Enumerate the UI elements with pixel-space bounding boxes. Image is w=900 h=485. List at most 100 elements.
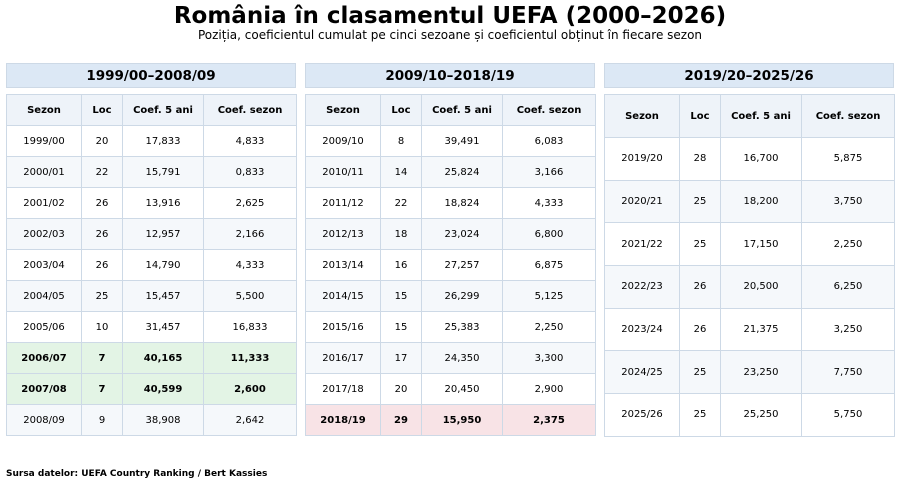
cell-coef-5-ani: 25,250 [720,393,802,437]
panel-1: 1999/00–2008/09 Sezon Loc Coef. 5 ani Co… [6,63,297,436]
cell-coef-sezon: 2,375 [502,404,596,436]
cell-coef-5-ani: 39,491 [421,125,503,157]
cell-loc: 25 [679,222,721,267]
cell-sezon: 2001/02 [6,187,82,219]
cell-coef-5-ani: 12,957 [122,218,204,250]
cell-coef-5-ani: 26,299 [421,280,503,312]
cell-coef-sezon: 2,900 [502,373,596,405]
cell-sezon: 2016/17 [305,342,381,374]
table-row: 2019/20 28 16,700 5,875 [604,137,895,181]
cell-sezon: 2008/09 [6,404,82,436]
cell-loc: 22 [380,187,422,219]
cell-coef-sezon: 3,300 [502,342,596,374]
cell-coef-sezon: 6,250 [801,265,895,309]
cell-coef-5-ani: 38,908 [122,404,204,436]
cell-loc: 14 [380,156,422,188]
cell-coef-5-ani: 15,950 [421,404,503,436]
table-row: 2009/10 8 39,491 6,083 [305,125,596,157]
table-row: 2003/04 26 14,790 4,333 [6,249,297,281]
cell-coef-sezon: 7,750 [801,350,895,395]
cell-loc: 26 [81,249,123,281]
cell-coef-sezon: 4,333 [502,187,596,219]
cell-coef-5-ani: 17,150 [720,222,802,267]
cell-loc: 28 [679,137,721,181]
cell-sezon: 2025/26 [604,393,680,437]
cell-loc: 29 [380,404,422,436]
cell-coef-sezon: 16,833 [203,311,297,343]
cell-coef-sezon: 2,250 [502,311,596,343]
season-table: Sezon Loc Coef. 5 ani Coef. sezon 2019/2… [604,94,895,437]
cell-coef-sezon: 5,750 [801,393,895,437]
table-row: 2007/08 7 40,599 2,600 [6,373,297,405]
cell-sezon: 2021/22 [604,222,680,267]
table-row: 2023/24 26 21,375 3,250 [604,307,895,352]
col-header-loc: Loc [679,94,721,138]
cell-loc: 25 [679,393,721,437]
cell-sezon: 2022/23 [604,265,680,309]
cell-coef-sezon: 5,125 [502,280,596,312]
cell-loc: 20 [81,125,123,157]
page-title: România în clasamentul UEFA (2000–2026) [173,3,727,29]
cell-loc: 7 [81,342,123,374]
col-header-sezon: Sezon [604,94,680,138]
cell-sezon: 2017/18 [305,373,381,405]
col-header-loc: Loc [380,94,422,126]
cell-coef-5-ani: 40,165 [122,342,204,374]
cell-sezon: 2015/16 [305,311,381,343]
panel-2: 2009/10–2018/19 Sezon Loc Coef. 5 ani Co… [305,63,596,436]
cell-sezon: 2002/03 [6,218,82,250]
table-row: 2012/13 18 23,024 6,800 [305,218,596,250]
panel-3: 2019/20–2025/26 Sezon Loc Coef. 5 ani Co… [604,63,895,437]
cell-coef-5-ani: 18,824 [421,187,503,219]
col-header-coefs: Coef. sezon [801,94,895,138]
cell-sezon: 2024/25 [604,350,680,395]
cell-sezon: 2011/12 [305,187,381,219]
cell-sezon: 2000/01 [6,156,82,188]
table-row: 2000/01 22 15,791 0,833 [6,156,297,188]
cell-sezon: 2003/04 [6,249,82,281]
table-row: 2002/03 26 12,957 2,166 [6,218,297,250]
cell-coef-sezon: 2,600 [203,373,297,405]
table-row: 2011/12 22 18,824 4,333 [305,187,596,219]
col-header-coef5: Coef. 5 ani [421,94,503,126]
table-row: 2016/17 17 24,350 3,300 [305,342,596,374]
col-header-loc: Loc [81,94,123,126]
cell-sezon: 2020/21 [604,179,680,224]
panel-title: 1999/00–2008/09 [6,63,296,88]
cell-coef-5-ani: 21,375 [720,307,802,352]
table-row: 2014/15 15 26,299 5,125 [305,280,596,312]
cell-coef-sezon: 2,625 [203,187,297,219]
cell-coef-5-ani: 15,791 [122,156,204,188]
cell-coef-5-ani: 40,599 [122,373,204,405]
cell-coef-5-ani: 18,200 [720,179,802,224]
cell-sezon: 2014/15 [305,280,381,312]
col-header-coefs: Coef. sezon [203,94,297,126]
cell-loc: 26 [81,218,123,250]
table-row: 2010/11 14 25,824 3,166 [305,156,596,188]
cell-sezon: 2019/20 [604,137,680,181]
cell-coef-sezon: 2,250 [801,222,895,267]
col-header-coefs: Coef. sezon [502,94,596,126]
cell-coef-5-ani: 13,916 [122,187,204,219]
cell-sezon: 2004/05 [6,280,82,312]
cell-coef-5-ani: 23,024 [421,218,503,250]
cell-coef-sezon: 4,833 [203,125,297,157]
cell-coef-sezon: 6,083 [502,125,596,157]
cell-sezon: 2009/10 [305,125,381,157]
col-header-sezon: Sezon [305,94,381,126]
table-row: 2005/06 10 31,457 16,833 [6,311,297,343]
col-header-coef5: Coef. 5 ani [122,94,204,126]
cell-coef-5-ani: 17,833 [122,125,204,157]
table-row: 2008/09 9 38,908 2,642 [6,404,297,436]
table-row: 2025/26 25 25,250 5,750 [604,393,895,437]
data-source: Sursa datelor: UEFA Country Ranking / Be… [6,469,268,479]
cell-coef-sezon: 3,166 [502,156,596,188]
cell-sezon: 2023/24 [604,307,680,352]
cell-loc: 10 [81,311,123,343]
cell-loc: 8 [380,125,422,157]
table-row: 2022/23 26 20,500 6,250 [604,265,895,309]
col-header-sezon: Sezon [6,94,82,126]
cell-loc: 26 [679,265,721,309]
cell-coef-sezon: 6,800 [502,218,596,250]
cell-loc: 25 [679,179,721,224]
